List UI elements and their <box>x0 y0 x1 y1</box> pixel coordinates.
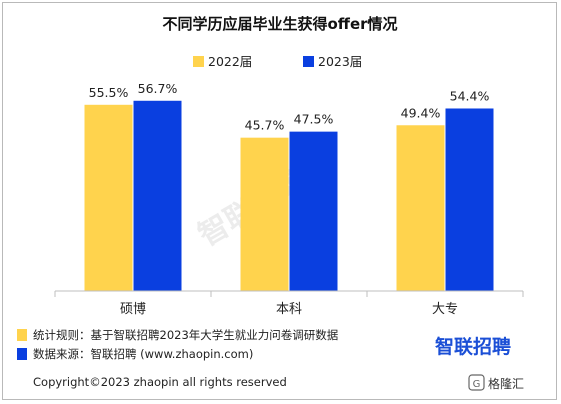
corner-brand-text: 格隆汇 <box>488 376 524 391</box>
brand-logo: 智联招聘 <box>435 335 511 358</box>
chart: 不同学历应届毕业生获得offer情况 2022届 2023届 智联招聘 55.5%… <box>17 15 524 391</box>
value-label: 54.4% <box>450 88 490 103</box>
x-tick-label: 大专 <box>432 302 458 317</box>
note-text: 统计规则：基于智联招聘2023年大学生就业力问卷调研数据 <box>33 328 339 342</box>
bar-硕博-2022届 <box>84 104 133 291</box>
note-marker <box>17 329 27 341</box>
value-labels: 55.5% 56.7% 45.7% 47.5% 49.4% 54.4% <box>89 81 490 133</box>
bar-大专-2022届 <box>396 125 445 291</box>
note-marker <box>17 348 27 360</box>
x-axis: 硕博 本科 大专 <box>54 290 524 317</box>
chart-frame: 不同学历应届毕业生获得offer情况 2022届 2023届 智联招聘 55.5%… <box>2 2 557 400</box>
bar-本科-2022届 <box>240 137 289 291</box>
value-label: 56.7% <box>138 81 178 96</box>
legend: 2022届 2023届 <box>193 54 362 69</box>
bars <box>84 100 494 291</box>
value-label: 49.4% <box>401 105 441 120</box>
corner-logo-icon <box>468 374 485 391</box>
bar-大专-2023届 <box>445 108 494 291</box>
note-text: 数据来源：智联招聘 (www.zhaopin.com) <box>33 347 253 361</box>
x-tick-label: 本科 <box>276 302 302 317</box>
value-label: 47.5% <box>294 112 334 127</box>
x-tick-label: 硕博 <box>120 302 146 317</box>
chart-title: 不同学历应届毕业生获得offer情况 <box>162 15 397 33</box>
bar-硕博-2023届 <box>133 100 182 291</box>
value-label: 45.7% <box>245 118 285 133</box>
corner-brand: G 格隆汇 <box>468 374 524 391</box>
legend-label-2023届: 2023届 <box>318 54 362 69</box>
copyright: Copyright©2023 zhaopin all rights reserv… <box>33 375 287 389</box>
legend-label-2022届: 2022届 <box>208 54 252 69</box>
bar-本科-2023届 <box>289 131 338 291</box>
value-label: 55.5% <box>89 85 129 100</box>
legend-swatch-2022届 <box>193 56 204 67</box>
legend-swatch-2023届 <box>303 56 314 67</box>
corner-logo-glyph: G <box>473 379 481 390</box>
